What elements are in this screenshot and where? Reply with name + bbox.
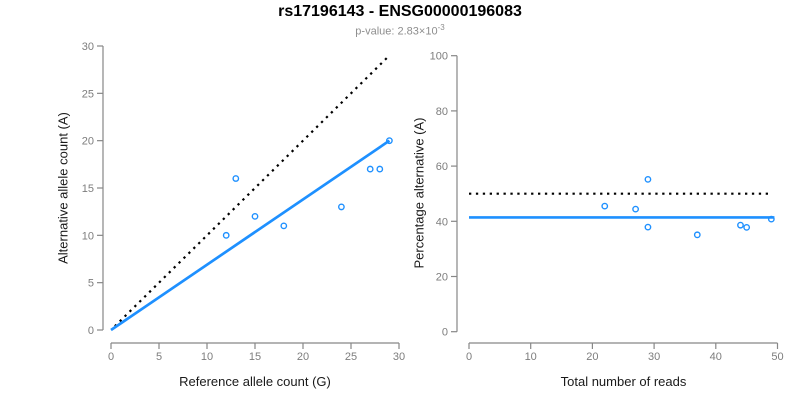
data-point — [632, 205, 639, 213]
y-tick-label: 20 — [82, 136, 94, 148]
x-tick-label: 30 — [393, 351, 405, 363]
data-point — [644, 175, 652, 183]
x-tick-label: 25 — [345, 351, 357, 363]
y-tick-label: 100 — [430, 51, 448, 63]
x-tick-label: 20 — [297, 351, 309, 363]
x-tick-label: 5 — [156, 351, 162, 363]
y-tick-label: 30 — [82, 41, 94, 53]
data-point — [337, 203, 345, 211]
data-point — [222, 231, 230, 239]
data-point — [693, 231, 701, 239]
allele-counts-scatter: 0 5 10 15 20 25 30 0 5 10 15 20 25 30 — [82, 41, 405, 363]
data-point — [385, 137, 393, 145]
data-point — [366, 165, 374, 173]
data-point — [767, 215, 775, 223]
y-tick-label: 0 — [442, 327, 448, 339]
y-tick-label: 80 — [436, 106, 448, 118]
x-tick-label: 15 — [249, 351, 261, 363]
data-point — [232, 175, 240, 182]
identity-line — [114, 55, 390, 327]
y-tick-label: 60 — [436, 161, 448, 173]
x-tick-label: 0 — [108, 351, 114, 363]
right-xaxis-title: Total number of reads — [560, 374, 687, 389]
left-yaxis-title: Alternative allele count (A) — [55, 112, 71, 264]
data-point — [743, 223, 751, 231]
percentage-scatter: 0 20 40 60 80 100 0 10 20 30 40 50 — [430, 51, 784, 363]
x-tick-label: 10 — [201, 351, 213, 363]
y-tick-label: 15 — [82, 183, 94, 195]
fit-line — [110, 139, 391, 332]
x-tick-label: 20 — [586, 351, 598, 363]
x-tick-label: 50 — [771, 351, 783, 363]
x-tick-label: 10 — [525, 351, 537, 363]
x-tick-label: 30 — [648, 351, 660, 363]
data-point — [280, 222, 288, 230]
data-point — [601, 202, 609, 210]
pvalue-text: p-value: 2.83×10 — [355, 25, 438, 38]
y-tick-label: 25 — [82, 88, 94, 100]
x-tick-label: 0 — [466, 351, 472, 363]
y-tick-label: 10 — [82, 230, 94, 242]
data-point — [251, 212, 259, 220]
data-point — [737, 221, 744, 229]
x-tick-label: 40 — [710, 351, 722, 363]
y-tick-label: 20 — [436, 272, 448, 284]
pvalue-subtitle: p-value: 2.83×10-3 — [0, 23, 800, 38]
pvalue-exponent: -3 — [437, 23, 445, 32]
page-title: rs17196143 - ENSG00000196083 — [278, 3, 522, 20]
y-tick-label: 0 — [88, 325, 94, 337]
data-point — [644, 223, 652, 231]
y-tick-label: 40 — [436, 216, 448, 228]
left-xaxis-title: Reference allele count (G) — [179, 374, 331, 389]
y-tick-label: 5 — [88, 278, 94, 290]
right-yaxis-title: Percentage alternative (A) — [411, 117, 427, 269]
data-point — [376, 165, 384, 173]
